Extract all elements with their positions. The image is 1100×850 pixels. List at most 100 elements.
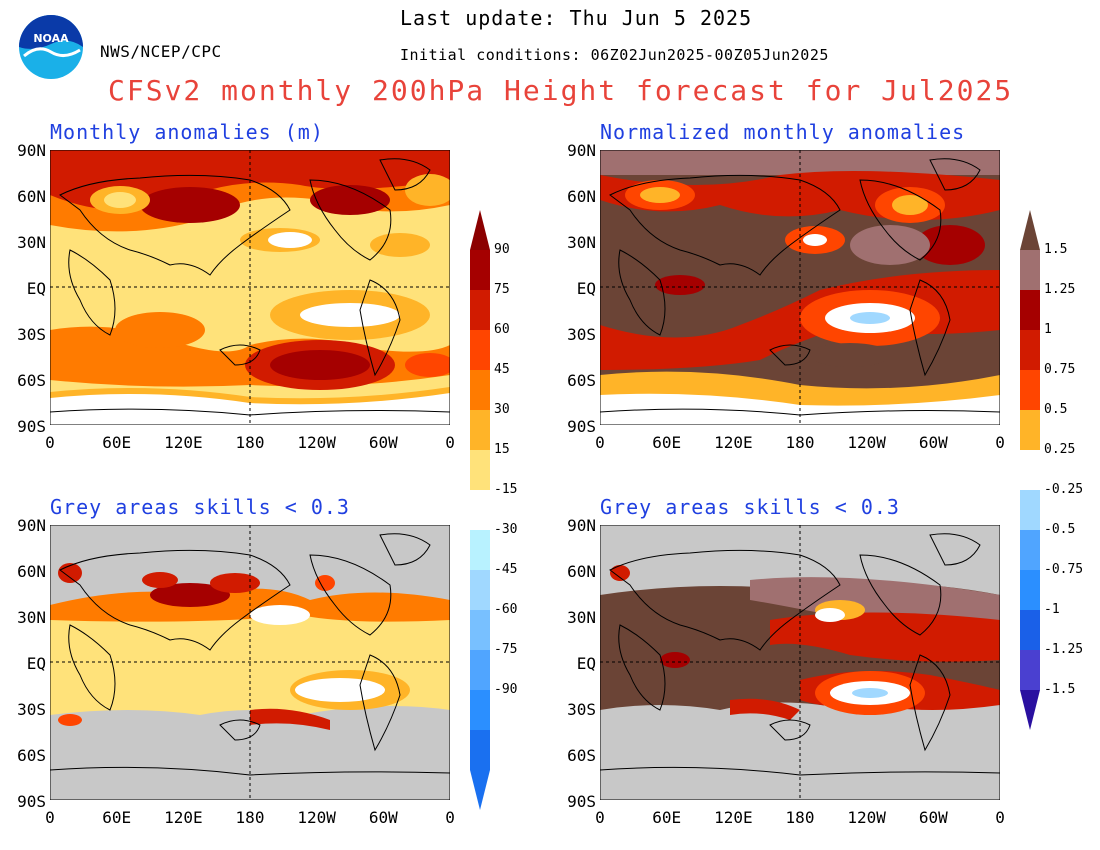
colorbar-swatch [470,290,490,330]
lon-tick-label: 60E [102,433,132,452]
colorbar-swatch [470,610,490,650]
lon-tick-label: 0 [445,808,455,827]
lat-tick-label: 60S [567,746,596,765]
colorbar-swatch [470,690,490,730]
colorbar-label: -0.75 [1044,562,1084,577]
colorbar-swatch [470,490,490,530]
lon-tick-label: 180 [785,433,815,452]
lon-tick-label: 120W [297,808,336,827]
colorbar-label: -75 [494,642,518,657]
lat-tick-label: EQ [26,279,46,298]
lon-tick-label: 180 [785,808,815,827]
colorbar-label: -60 [494,602,518,617]
lon-tick-label: 0 [445,433,455,452]
lon-tick-label: 60E [652,808,682,827]
lat-tick-label: 60N [17,562,46,581]
colorbar-label: 60 [494,322,510,337]
panel-title-skill-anomalies: Grey areas skills < 0.3 [50,495,350,519]
colorbar-label: -0.5 [1044,522,1076,537]
colorbar-swatch [1020,570,1040,610]
colorbar-swatch [470,650,490,690]
colorbar-label: 45 [494,362,510,377]
lat-tick-label: 30N [567,233,596,252]
colorbar-swatch [1020,610,1040,650]
colorbar-swatch [1020,450,1040,490]
colorbar-swatch [470,370,490,410]
panel-title-normalized: Normalized monthly anomalies [600,120,966,144]
colorbar-swatch [1020,490,1040,530]
lon-tick-label: 0 [595,808,605,827]
lat-tick-label: 30S [17,325,46,344]
main-title: CFSv2 monthly 200hPa Height forecast for… [108,74,1014,107]
panel-title-anomalies: Monthly anomalies (m) [50,120,324,144]
colorbar-bottom-arrow [470,770,490,810]
colorbar-label: 15 [494,442,510,457]
colorbar-label: -90 [494,682,518,697]
lon-tick-label: 60W [368,433,398,452]
lat-tick-label: 60S [17,371,46,390]
lat-tick-label: 30S [567,700,596,719]
lon-tick-label: 60W [918,433,948,452]
lon-tick-label: 0 [595,433,605,452]
lat-tick-label: 30S [17,700,46,719]
lon-tick-label: 60W [368,808,398,827]
colorbar-label: 90 [494,242,510,257]
colorbar-anomalies [470,210,490,810]
colorbar-label: -1 [1044,602,1060,617]
colorbar-swatch [470,570,490,610]
colorbar-swatch [470,410,490,450]
lon-tick-label: 0 [995,433,1005,452]
colorbar-bottom-arrow [1020,690,1040,730]
colorbar-normalized [1020,210,1040,730]
lat-tick-label: 90N [567,141,596,160]
lat-tick-label: 60N [567,562,596,581]
colorbar-label: 0.75 [1044,362,1076,377]
lon-tick-label: 120E [714,433,753,452]
lon-tick-label: 0 [45,808,55,827]
colorbar-label: -15 [494,482,518,497]
colorbar-swatch [470,730,490,770]
lon-tick-label: 120W [847,433,886,452]
lat-tick-label: 60S [567,371,596,390]
lat-tick-label: 90S [567,417,596,436]
lat-tick-label: 30S [567,325,596,344]
initial-conditions-text: Initial conditions: 06Z02Jun2025-00Z05Ju… [400,46,829,64]
colorbar-swatch [1020,330,1040,370]
colorbar-swatch [470,330,490,370]
lat-tick-label: 90S [17,417,46,436]
lon-tick-label: 60E [652,433,682,452]
colorbar-label: 75 [494,282,510,297]
colorbar-label: 1 [1044,322,1052,337]
lat-tick-label: 60N [567,187,596,206]
colorbar-swatch [470,530,490,570]
lat-tick-label: 30N [17,608,46,627]
map-panel-skill-normalized [600,525,1000,800]
colorbar-swatch [1020,250,1040,290]
colorbar-label: -45 [494,562,518,577]
colorbar-top-arrow [1020,210,1040,250]
lon-tick-label: 120E [714,808,753,827]
lon-tick-label: 120E [164,433,203,452]
colorbar-label: -1.25 [1044,642,1084,657]
lon-tick-label: 180 [235,433,265,452]
lon-tick-label: 0 [45,433,55,452]
colorbar-swatch [470,250,490,290]
colorbar-label: 0.5 [1044,402,1068,417]
lat-tick-label: 90S [17,792,46,811]
lon-tick-label: 60W [918,808,948,827]
colorbar-swatch [470,450,490,490]
lat-tick-label: 60S [17,746,46,765]
colorbar-label: 30 [494,402,510,417]
lat-tick-label: 60N [17,187,46,206]
lat-tick-label: 90N [17,141,46,160]
lon-tick-label: 120W [847,808,886,827]
colorbar-swatch [1020,650,1040,690]
lat-tick-label: EQ [576,654,596,673]
last-update-text: Last update: Thu Jun 5 2025 [400,6,753,30]
colorbar-label: -30 [494,522,518,537]
colorbar-label: -1.5 [1044,682,1076,697]
noaa-logo: NOAA [19,15,83,79]
colorbar-swatch [1020,370,1040,410]
lat-tick-label: 30N [567,608,596,627]
lat-tick-label: 90N [567,516,596,535]
